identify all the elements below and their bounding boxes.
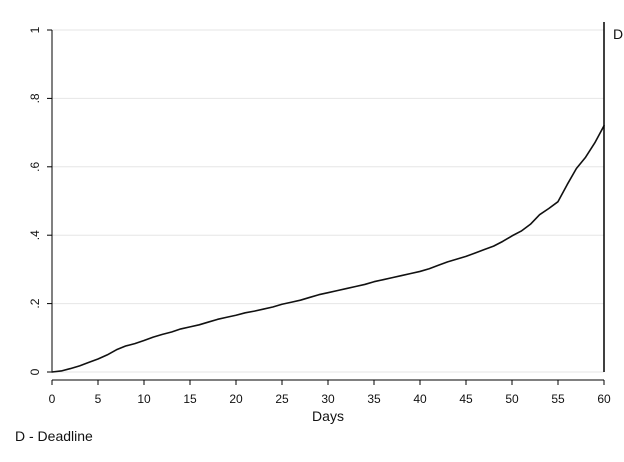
series-point-0-7 — [115, 349, 117, 351]
series-point-0-17 — [207, 321, 209, 323]
series-point-0-29 — [318, 294, 320, 296]
series-point-0-10 — [143, 339, 145, 341]
x-tick-label-7: 35 — [367, 392, 381, 406]
series-point-0-57 — [575, 167, 577, 169]
series-point-0-19 — [226, 316, 228, 318]
series-point-0-35 — [373, 281, 375, 283]
deadline-note: D - Deadline — [15, 428, 93, 444]
series-point-0-14 — [180, 328, 182, 330]
series-layer — [51, 124, 605, 373]
series-point-0-39 — [410, 272, 412, 274]
series-point-0-30 — [327, 291, 329, 293]
series-point-0-2 — [69, 367, 71, 369]
series-point-0-8 — [124, 345, 126, 347]
x-tick-label-9: 45 — [459, 392, 473, 406]
series-point-0-12 — [161, 333, 163, 335]
series-point-0-40 — [419, 270, 421, 272]
series-point-0-31 — [336, 289, 338, 291]
series-point-0-43 — [446, 261, 448, 263]
series-point-0-44 — [456, 258, 458, 260]
axis-layer: 0.2.4.6.810 5 10 15 20 25 30 35 40 45 50 55 60 — [28, 26, 611, 406]
series-point-0-27 — [299, 299, 301, 301]
series-point-0-50 — [511, 235, 513, 237]
y-tick-label-5: 1 — [28, 26, 42, 33]
x-tick-label-11: 55 — [551, 392, 565, 406]
series-point-0-53 — [538, 213, 540, 215]
series-point-0-33 — [354, 285, 356, 287]
series-point-0-59 — [594, 142, 596, 144]
series-point-0-4 — [88, 361, 90, 363]
series-point-0-16 — [198, 324, 200, 326]
series-point-0-56 — [566, 183, 568, 185]
series-point-0-9 — [134, 342, 136, 344]
series-point-0-38 — [400, 274, 402, 276]
series-point-0-13 — [170, 331, 172, 333]
series-point-0-1 — [60, 370, 62, 372]
series-point-0-26 — [290, 301, 292, 303]
x-tick-label-1: 5 — [95, 392, 102, 406]
y-tick-label-0: 0 — [28, 368, 42, 375]
x-tick-label-4: 20 — [229, 392, 243, 406]
series-point-0-37 — [391, 276, 393, 278]
series-point-0-36 — [382, 278, 384, 280]
series-point-0-22 — [253, 310, 255, 312]
grid-layer — [52, 29, 604, 373]
x-tick-label-5: 25 — [275, 392, 289, 406]
x-tick-label-10: 50 — [505, 392, 519, 406]
series-point-0-58 — [584, 156, 586, 158]
series-point-0-55 — [557, 200, 559, 202]
series-point-0-52 — [529, 223, 531, 225]
series-point-0-15 — [189, 326, 191, 328]
y-tick-label-1: .2 — [28, 298, 42, 308]
marker-layer: D — [603, 22, 623, 372]
y-tick-label-2: .4 — [28, 230, 42, 240]
x-axis-title: Days — [312, 408, 344, 424]
series-point-0-24 — [272, 306, 274, 308]
series-point-0-41 — [428, 268, 430, 270]
series-point-0-0 — [51, 371, 53, 373]
series-line-0 — [51, 124, 605, 373]
series-point-0-21 — [244, 312, 246, 314]
x-tick-label-0: 0 — [49, 392, 56, 406]
series-point-0-45 — [465, 255, 467, 257]
series-point-0-48 — [492, 245, 494, 247]
series-point-0-32 — [345, 287, 347, 289]
series-point-0-5 — [97, 358, 99, 360]
series-point-0-51 — [520, 230, 522, 232]
series-point-0-23 — [262, 308, 264, 310]
deadline-label: D — [613, 26, 623, 42]
y-tick-label-3: .6 — [28, 161, 42, 171]
series-point-0-18 — [216, 318, 218, 320]
x-tick-label-12: 60 — [597, 392, 611, 406]
series-point-0-11 — [152, 336, 154, 338]
series-point-0-34 — [364, 283, 366, 285]
y-tick-label-4: .8 — [28, 93, 42, 103]
series-point-0-28 — [308, 296, 310, 298]
x-tick-label-3: 15 — [183, 392, 197, 406]
x-tick-label-6: 30 — [321, 392, 335, 406]
series-point-0-47 — [483, 248, 485, 250]
x-tick-label-8: 40 — [413, 392, 427, 406]
series-point-0-6 — [106, 354, 108, 356]
x-tick-label-2: 10 — [137, 392, 151, 406]
series-point-0-54 — [548, 207, 550, 209]
series-point-0-25 — [281, 303, 283, 305]
series-point-0-3 — [78, 365, 80, 367]
series-point-0-42 — [437, 264, 439, 266]
series-point-0-49 — [502, 240, 504, 242]
series-point-0-20 — [235, 314, 237, 316]
series-point-0-46 — [474, 252, 476, 254]
